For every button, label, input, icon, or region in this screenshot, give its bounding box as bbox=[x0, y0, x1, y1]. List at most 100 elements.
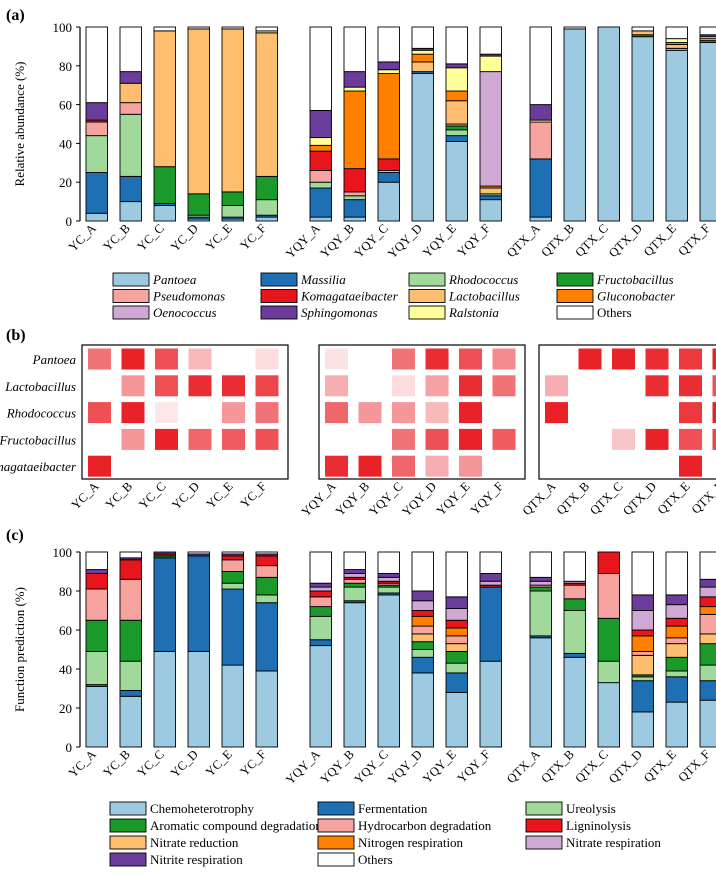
bar-segment-lactobacillus bbox=[255, 32, 278, 177]
x-tick-label: YC_E bbox=[203, 747, 235, 779]
bar-segment-aromatic-compound-degradation bbox=[597, 617, 620, 662]
bar-segment-massilia bbox=[309, 187, 332, 218]
bar-segment-nitrate-respiration bbox=[377, 576, 400, 582]
legend-label-pantoea: Pantoea bbox=[152, 272, 197, 287]
x-tick-label: QTX_B bbox=[538, 221, 576, 259]
bar-segment-pantoea bbox=[411, 73, 434, 222]
legend-label-massilia: Massilia bbox=[300, 272, 346, 287]
bar-segment-komagataeibacter bbox=[343, 168, 366, 193]
x-tick-label: YQY_D bbox=[385, 221, 425, 261]
y-tick-label: 60 bbox=[59, 98, 72, 113]
heatmap-cell bbox=[679, 428, 702, 450]
bar-segment-sphingomonas bbox=[529, 104, 552, 121]
x-tick-label: QTX_A bbox=[504, 221, 543, 260]
x-tick-label: QTX_E bbox=[641, 221, 679, 259]
legend-swatch-fructobacillus bbox=[556, 272, 594, 287]
bar-segment-nitrite-respiration bbox=[153, 551, 176, 555]
heatmap-row-label: Komagataeibacter bbox=[0, 459, 77, 474]
legend-swatch-others bbox=[317, 852, 355, 867]
heatmap-cell bbox=[88, 348, 111, 370]
bar-segment-aromatic-compound-degradation bbox=[529, 586, 552, 592]
bar-segment-aromatic-compound-degradation bbox=[411, 641, 434, 650]
bar-segment-pantoea bbox=[665, 49, 688, 222]
bar-segment-nitrite-respiration bbox=[529, 576, 552, 582]
x-tick-label: QTX_C bbox=[572, 747, 610, 785]
bar-segment-nitrite-respiration bbox=[631, 594, 654, 611]
heatmap-cell bbox=[612, 428, 635, 450]
bar-segment-pantoea bbox=[153, 205, 176, 222]
x-tick-label: YQY_F bbox=[454, 221, 492, 259]
bar-segment-pantoea bbox=[597, 26, 620, 222]
legend-label-rhodococcus: Rhodococcus bbox=[448, 272, 518, 287]
heatmap-column-label: YC_D bbox=[169, 479, 202, 512]
bar-segment-ureolysis bbox=[665, 670, 688, 678]
x-tick-label: YC_F bbox=[237, 221, 269, 253]
legend-swatch-hydrocarbon-degradation bbox=[317, 818, 355, 833]
bar-segment-aromatic-compound-degradation bbox=[445, 651, 468, 664]
x-tick-label: YC_F bbox=[237, 747, 269, 779]
bar-segment-aromatic-compound-degradation bbox=[221, 571, 244, 584]
heatmap-cell bbox=[255, 402, 279, 424]
bar-segment-oenococcus bbox=[479, 71, 502, 187]
bar-segment-ureolysis bbox=[699, 664, 716, 682]
bar-segment-nitrate-respiration bbox=[343, 573, 366, 578]
heatmap-cell bbox=[492, 348, 516, 370]
bar-segment-others bbox=[153, 26, 176, 32]
heatmap-cell bbox=[222, 375, 245, 397]
legend-label-oenococcus: Oenococcus bbox=[153, 305, 217, 320]
bar-segment-others bbox=[377, 26, 400, 63]
bar-segment-nitrite-respiration bbox=[411, 590, 434, 602]
bar-segment-nitrate-respiration bbox=[309, 586, 332, 592]
heatmap-cell bbox=[545, 375, 568, 397]
bar-segment-pseudomonas bbox=[119, 102, 142, 115]
heatmap-cell bbox=[392, 375, 415, 397]
heatmap-cell bbox=[88, 455, 111, 477]
heatmap-cell bbox=[712, 428, 716, 450]
heatmap-column-label: YQY_A bbox=[299, 479, 339, 519]
heatmap-cell bbox=[155, 348, 178, 370]
bar-segment-pantoea bbox=[85, 212, 108, 222]
bar-segment-ureolysis bbox=[85, 651, 108, 686]
bar-segment-ligninolysis bbox=[597, 551, 620, 574]
heatmap-column-label: YQY_E bbox=[434, 479, 473, 518]
legend-label-chemoheterotrophy: Chemoheterotrophy bbox=[150, 801, 254, 816]
bar-segment-nitrite-respiration bbox=[85, 569, 108, 574]
bar-segment-lactobacillus bbox=[479, 187, 502, 195]
bar-segment-others bbox=[255, 26, 278, 32]
legend-label-nitrate-reduction: Nitrate reduction bbox=[150, 835, 239, 850]
bar-segment-fermentation bbox=[631, 680, 654, 713]
legend-swatch-oenococcus bbox=[112, 305, 150, 320]
y-tick-label: 60 bbox=[59, 623, 72, 638]
bar-segment-aromatic-compound-degradation bbox=[119, 619, 142, 662]
heatmap-box bbox=[318, 344, 526, 480]
bar-segment-others bbox=[221, 551, 244, 555]
x-tick-label: YQY_B bbox=[318, 747, 357, 786]
x-tick-label: YQY_A bbox=[283, 221, 323, 261]
heatmap-column-label: YC_F bbox=[238, 479, 270, 511]
heatmap-cell bbox=[425, 402, 449, 424]
heatmap-row-label: Pantoea bbox=[32, 352, 77, 367]
bar-segment-pantoea bbox=[255, 216, 278, 222]
x-tick-label: YQY_B bbox=[318, 221, 357, 260]
x-tick-label: YQY_C bbox=[352, 221, 391, 260]
heatmap-cell bbox=[645, 348, 669, 370]
legend-label-sphingomonas: Sphingomonas bbox=[301, 305, 378, 320]
bar-segment-fermentation bbox=[153, 557, 176, 652]
legend-label-nitrate-respiration: Nitrate respiration bbox=[566, 835, 661, 850]
bar-segment-fermentation bbox=[411, 656, 434, 674]
heatmap-cell bbox=[188, 348, 212, 370]
bar-segment-chemoheterotrophy bbox=[85, 686, 108, 748]
bar-segment-ligninolysis bbox=[631, 629, 654, 637]
bar-segment-others bbox=[255, 551, 278, 555]
bar-segment-ligninolysis bbox=[411, 610, 434, 617]
bar-segment-rhodococcus bbox=[309, 181, 332, 189]
heatmap-cell bbox=[155, 402, 178, 424]
bar-segment-ligninolysis bbox=[699, 596, 716, 608]
bar-segment-massilia bbox=[343, 199, 366, 218]
bar-segment-pantoea bbox=[309, 216, 332, 222]
bar-segment-others bbox=[377, 551, 400, 574]
heatmap-column-label: YC_C bbox=[136, 479, 168, 511]
heatmap-row-label: Rhodococcus bbox=[6, 406, 76, 421]
legend-label-fructobacillus: Fructobacillus bbox=[596, 272, 674, 287]
bar-segment-ureolysis bbox=[377, 586, 400, 594]
